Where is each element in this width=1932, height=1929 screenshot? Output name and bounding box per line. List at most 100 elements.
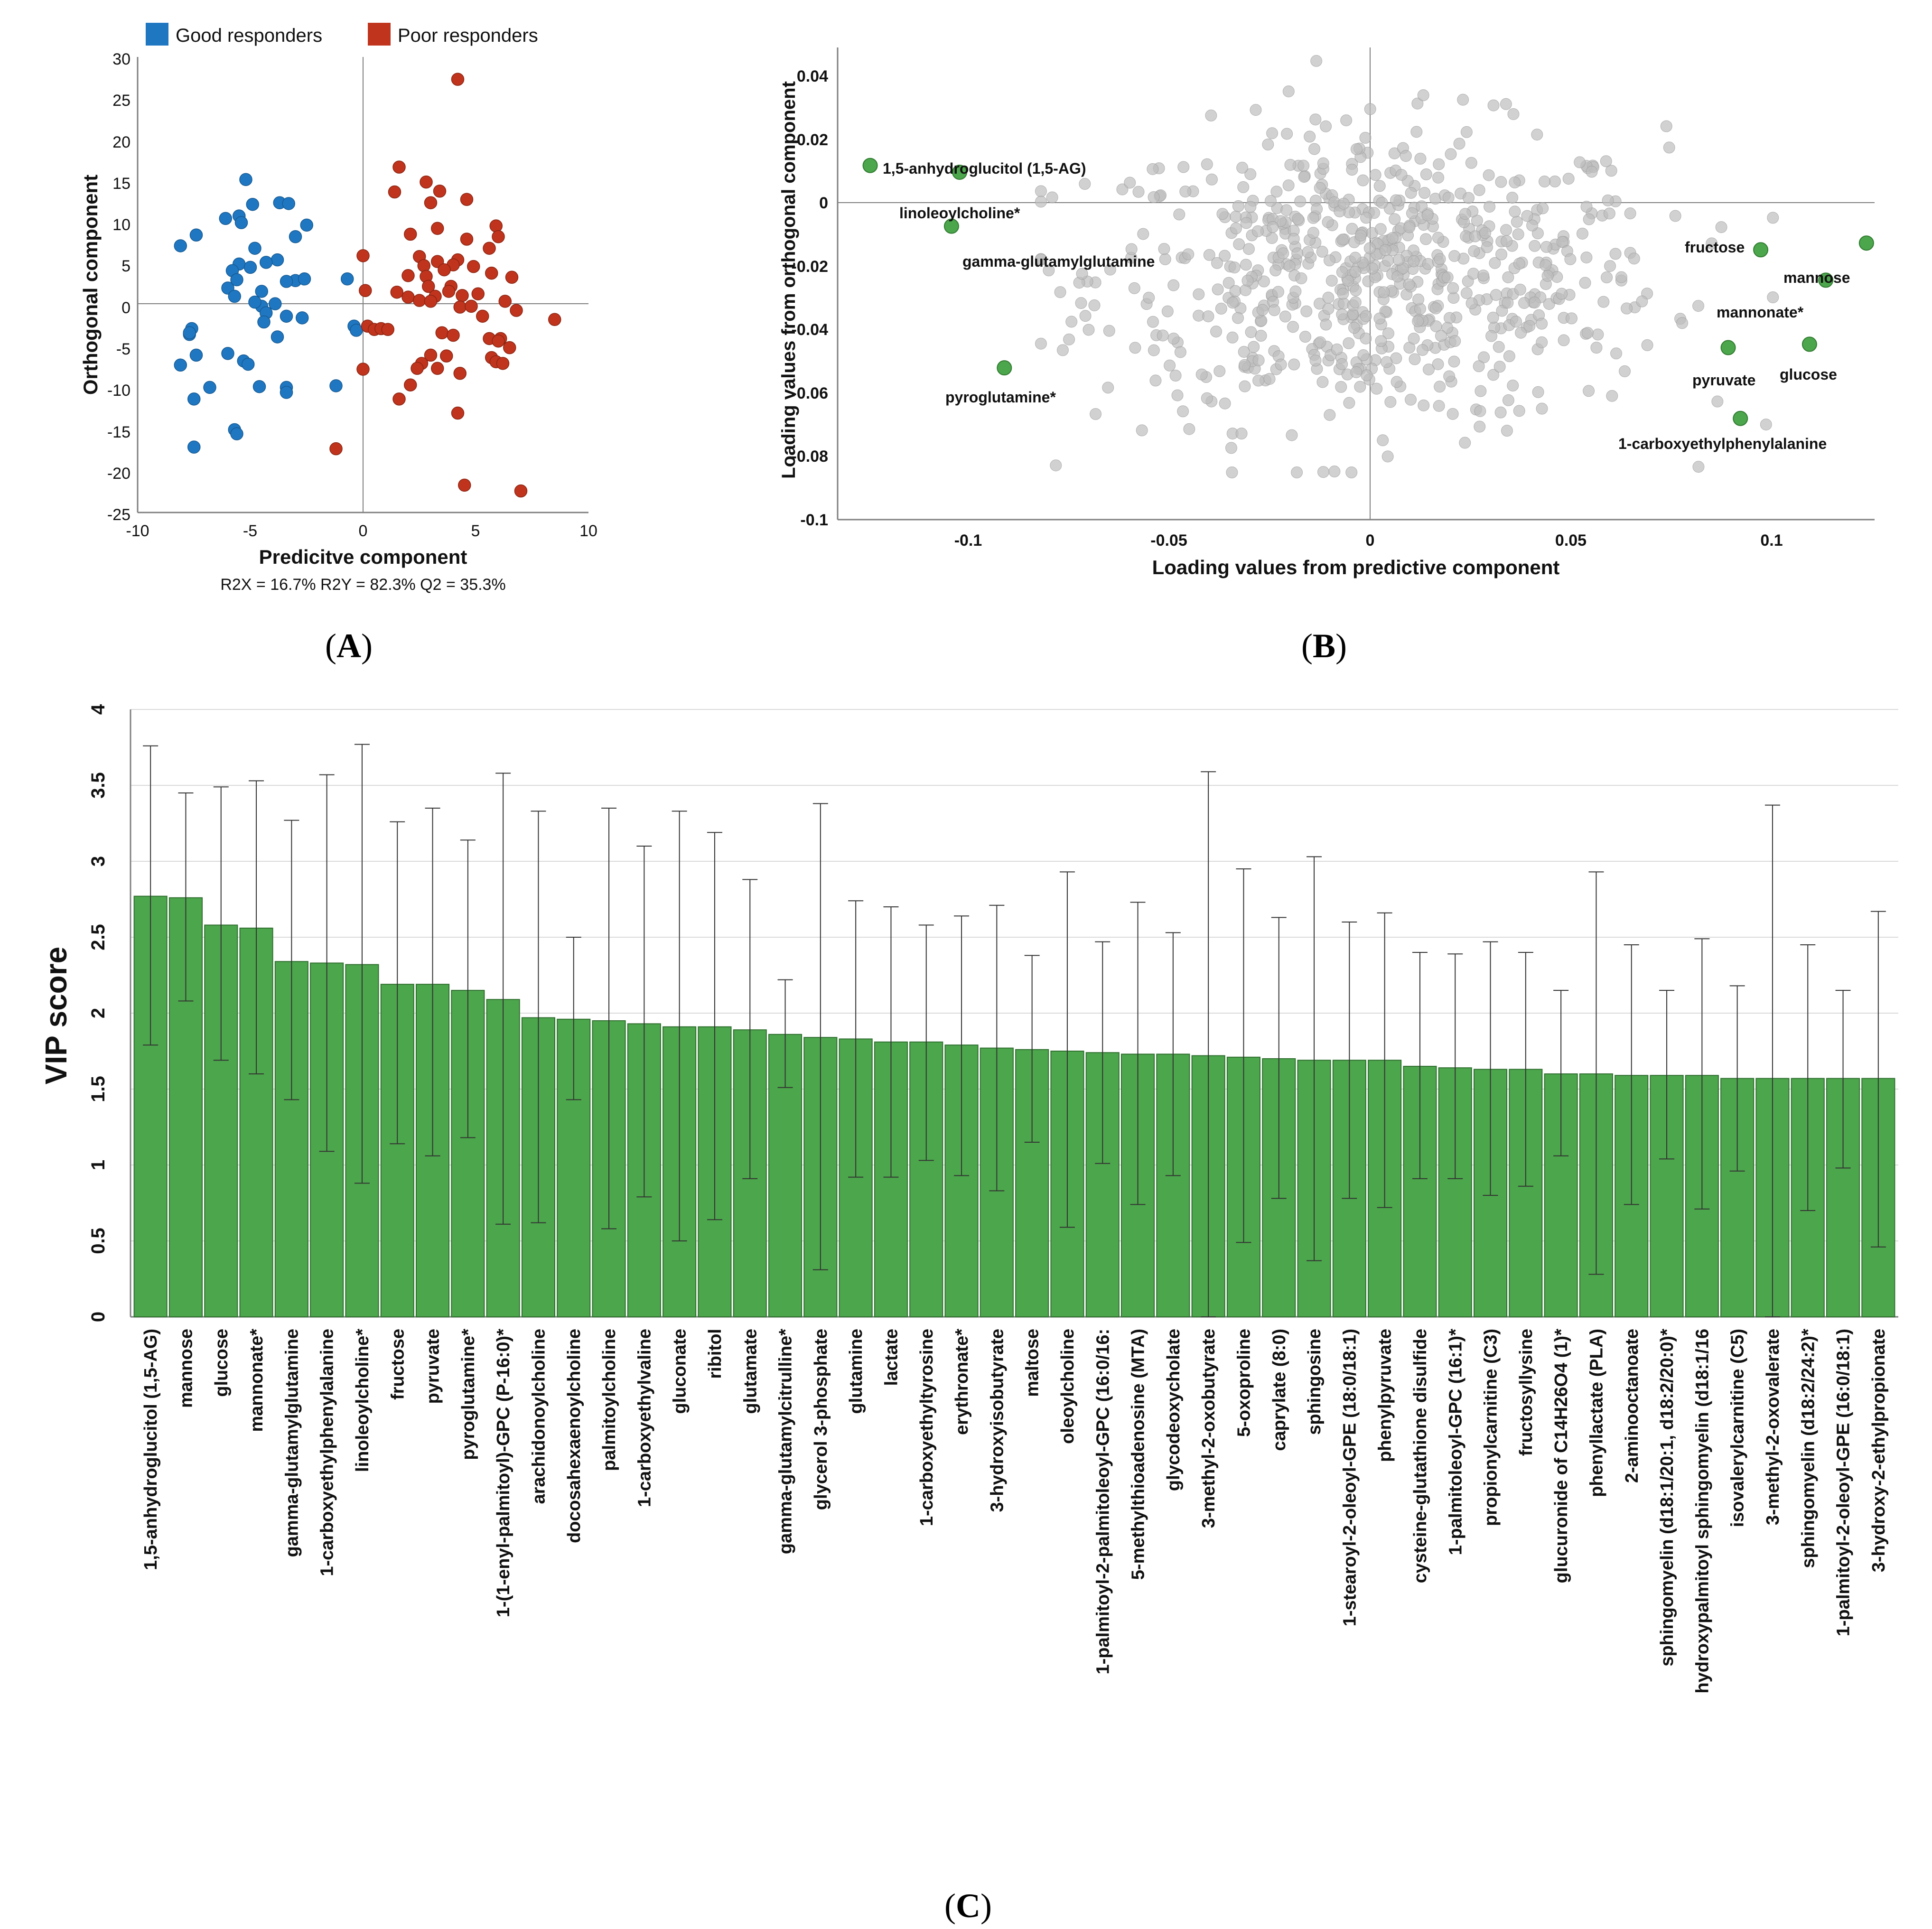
loading-point	[1169, 369, 1182, 382]
x-tick-label: -0.1	[954, 531, 982, 550]
highlighted-loading-point	[1818, 272, 1834, 288]
loading-point	[1408, 255, 1420, 268]
poor-responder-point	[392, 392, 406, 406]
loading-point	[1148, 344, 1160, 356]
loading-point	[1412, 315, 1424, 327]
loading-point	[1226, 331, 1239, 344]
highlighted-loading-point	[943, 218, 959, 234]
loading-point	[1536, 402, 1548, 415]
good-responder-point	[289, 230, 302, 243]
loading-point	[1240, 259, 1252, 271]
loading-point	[1232, 312, 1244, 324]
poor-responder-point	[433, 185, 447, 198]
loading-point	[1487, 369, 1500, 381]
loading-point	[1228, 261, 1241, 274]
label-mannonate: mannonate*	[1717, 304, 1804, 321]
loading-point	[1349, 266, 1362, 278]
loading-point	[1035, 337, 1047, 350]
loading-point	[1354, 381, 1366, 393]
poor-responder-point	[413, 294, 426, 307]
loading-point	[1346, 164, 1358, 176]
label-1-carboxyethylphenylalanine: 1-carboxyethylphenylalanine	[1618, 435, 1827, 452]
poor-responder-point	[388, 185, 401, 199]
loading-point	[1421, 209, 1434, 222]
poor-responder-point	[498, 295, 512, 308]
loading-point	[1360, 332, 1372, 345]
loading-point	[1537, 202, 1549, 214]
loading-point	[1475, 385, 1487, 397]
loading-point	[1309, 113, 1322, 126]
loading-point	[1320, 120, 1332, 132]
loading-point	[1388, 147, 1400, 159]
loading-point	[1660, 120, 1672, 132]
category-label: phenylpyruvate	[1375, 1329, 1395, 1462]
panel-a-scatter: Good responders Poor responders 30 25 20…	[79, 23, 597, 594]
loading-point	[1609, 248, 1622, 260]
loading-point	[1287, 321, 1299, 333]
loading-point	[1264, 195, 1277, 207]
poor-responder-point	[422, 280, 435, 293]
loading-point	[1711, 395, 1724, 408]
loading-point	[1459, 437, 1471, 449]
loading-point	[1245, 326, 1257, 338]
loading-point	[1299, 331, 1311, 343]
loading-point	[1549, 175, 1561, 187]
loading-point	[1241, 274, 1254, 287]
poor-responder-point	[467, 260, 480, 273]
loading-point	[1302, 246, 1314, 258]
loading-point	[1297, 159, 1310, 172]
panel-a-y-axis-title: Orthogonal component	[79, 175, 102, 395]
category-label: 1-palmitoleoyl-GPC (16:1)*	[1446, 1329, 1465, 1555]
category-label: caprylate (8:0)	[1269, 1329, 1289, 1451]
good-responder-point	[257, 315, 271, 329]
loading-point	[1474, 420, 1486, 433]
loading-point	[1232, 200, 1244, 212]
loading-point	[1382, 254, 1394, 267]
good-responder-point	[183, 326, 196, 339]
loading-point	[1201, 392, 1213, 404]
label-pyruvate: pyruvate	[1692, 372, 1755, 389]
loading-point	[1435, 330, 1447, 342]
loading-point	[1050, 459, 1062, 472]
loading-point	[1619, 365, 1631, 377]
loading-point	[1035, 185, 1047, 197]
loading-point	[1317, 466, 1329, 478]
loading-point	[1477, 270, 1490, 282]
category-label: arachidonoylcholine	[529, 1329, 549, 1504]
y-tick-label: 0	[819, 194, 828, 212]
loading-point	[1075, 297, 1087, 309]
loading-point	[1442, 191, 1455, 204]
poor-responder-point	[503, 341, 516, 354]
category-label: sphingomyelin (d18:2/24:2)*	[1798, 1329, 1818, 1568]
poor-responder-point	[460, 193, 474, 206]
panel-c-category-labels: 1,5-anhydroglucitol (1,5-AG) mannose gluco…	[141, 1329, 1889, 1694]
poor-responder-point	[404, 227, 417, 241]
y-tick-label: 30	[112, 50, 131, 68]
loading-point	[1416, 200, 1428, 213]
loading-point	[1147, 163, 1159, 175]
poor-responder-point	[483, 242, 496, 255]
loading-point	[1295, 272, 1307, 285]
loading-point	[1288, 233, 1300, 245]
loading-point	[1143, 291, 1155, 304]
loading-point	[1335, 381, 1347, 393]
loading-point	[1495, 176, 1507, 188]
loading-point	[1483, 169, 1495, 181]
y-tick-label: 1	[88, 1160, 109, 1170]
loading-point	[1536, 336, 1548, 348]
loading-point	[1323, 254, 1335, 267]
loading-point	[1419, 233, 1432, 245]
loading-point	[1531, 129, 1543, 141]
loading-point	[1088, 299, 1101, 311]
category-label: glutamate	[740, 1329, 760, 1414]
poor-responder-point	[356, 363, 370, 376]
poor-responder-point	[417, 259, 430, 272]
category-label: sphingomyelin (d18:1/20:1, d18:2/20:0)*	[1657, 1329, 1677, 1667]
label-1-5-anhydroglucitol: 1,5-anhydroglucitol (1,5-AG)	[883, 160, 1086, 177]
loading-point	[1336, 266, 1348, 279]
good-responder-point	[282, 197, 295, 210]
poor-responder-point	[390, 285, 403, 299]
category-label: 1-carboxyethylvaline	[635, 1329, 654, 1507]
y-tick-label: 0	[88, 1312, 109, 1322]
loading-point	[1403, 221, 1416, 233]
